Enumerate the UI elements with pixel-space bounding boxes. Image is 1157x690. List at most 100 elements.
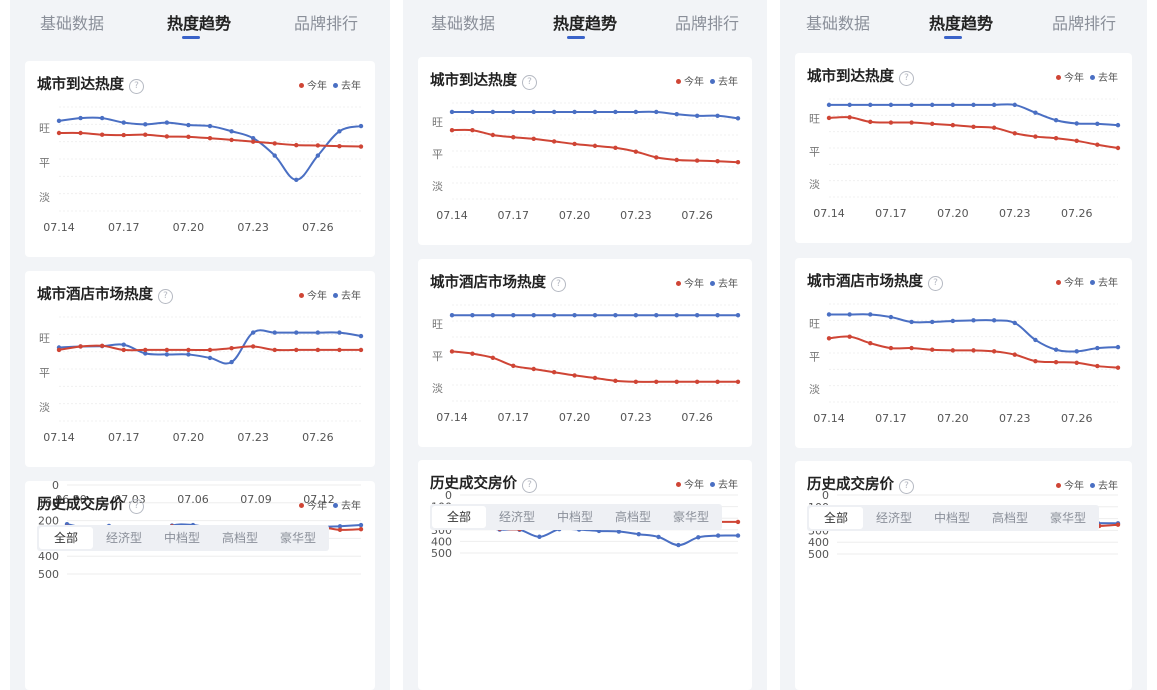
tab-basic-data[interactable]: 基础数据: [806, 14, 871, 33]
filter-luxury[interactable]: 豪华型: [1049, 511, 1086, 525]
arrival-heat-card: 旺平淡 07.14 07.17 07.20 07.23 07.26 城市到达热度? 今年 去年: [795, 53, 1132, 243]
filter-upscale[interactable]: 高档型: [991, 511, 1028, 525]
help-icon[interactable]: ?: [158, 289, 173, 304]
last-year-point: [909, 319, 914, 325]
this-year-point: [337, 143, 342, 149]
tab-brand-ranking[interactable]: 品牌排行: [1052, 14, 1117, 33]
this-year-point: [572, 141, 577, 147]
filter-economy[interactable]: 经济型: [105, 531, 142, 545]
this-year-point: [592, 375, 598, 381]
this-year-legend-dot: [299, 293, 304, 298]
filter-midscale[interactable]: 中档型: [933, 511, 970, 525]
last-year-legend-dot: [333, 293, 338, 298]
last-year-point: [991, 102, 997, 108]
card-title-text: 城市酒店市场热度: [430, 275, 546, 291]
last-year-legend-label: 去年: [718, 77, 738, 88]
help-icon[interactable]: ?: [522, 75, 537, 90]
last-year-point: [164, 120, 170, 125]
this-year-point: [847, 334, 852, 339]
x-tick-label: 07.23: [237, 221, 269, 234]
this-year-point: [1012, 352, 1017, 357]
filter-midscale[interactable]: 中档型: [163, 531, 200, 545]
card-title-text: 城市到达热度: [430, 73, 517, 89]
this-year-point: [56, 347, 62, 353]
x-tick-label: 07.14: [813, 207, 845, 220]
filter-economy[interactable]: 经济型: [875, 511, 912, 525]
help-icon[interactable]: ?: [129, 499, 144, 514]
filter-upscale[interactable]: 高档型: [221, 531, 258, 545]
this-year-point: [470, 128, 475, 133]
last-year-point: [143, 122, 148, 127]
filter-midscale[interactable]: 中档型: [556, 510, 593, 524]
y-level-label: 旺: [39, 332, 50, 345]
tab-basic-data[interactable]: 基础数据: [431, 14, 496, 33]
filter-all[interactable]: 全部: [432, 506, 486, 528]
last-year-legend-dot: [333, 83, 338, 88]
filter-upscale[interactable]: 高档型: [614, 510, 651, 524]
help-icon[interactable]: ?: [129, 79, 144, 94]
this-year-point: [654, 379, 659, 384]
last-year-point: [1074, 349, 1079, 354]
card-title-text: 城市酒店市场热度: [807, 274, 923, 290]
y-level-label: 淡: [39, 191, 50, 204]
last-year-point: [186, 122, 191, 128]
this-year-point: [971, 348, 976, 353]
filter-economy[interactable]: 经济型: [498, 510, 535, 524]
last-year-point: [826, 312, 832, 317]
this-year-point: [490, 355, 496, 360]
tab-bar: 基础数据 热度趋势 品牌排行: [10, 0, 390, 46]
y-level-label: 旺: [432, 318, 443, 331]
tab-basic-data[interactable]: 基础数据: [40, 14, 105, 33]
arrival-heat-card: 旺平淡 07.14 07.17 07.20 07.23 07.26 城市到达热度? 今年 去年: [418, 57, 752, 245]
tab-brand-ranking[interactable]: 品牌排行: [675, 14, 740, 33]
help-icon[interactable]: ?: [928, 276, 943, 291]
x-tick-label: 07.17: [108, 221, 140, 234]
this-year-point: [694, 379, 700, 384]
tab-brand-ranking[interactable]: 品牌排行: [294, 14, 359, 33]
this-year-legend-label: 今年: [307, 291, 327, 302]
this-year-point: [1115, 522, 1121, 527]
hotel-trend-panel: 基础数据 热度趋势 品牌排行旺平淡 07.14 07.17 07.20 07.23 07.26…: [403, 0, 767, 690]
y-tick-label: 400: [38, 550, 59, 563]
x-tick-label: 07.17: [498, 411, 530, 424]
help-icon[interactable]: ?: [899, 71, 914, 86]
last-year-point: [616, 529, 622, 534]
last-year-point: [56, 118, 62, 124]
this-year-legend-dot: [1056, 75, 1061, 80]
y-tick-label: 0: [445, 489, 452, 502]
this-year-legend-dot: [299, 83, 304, 88]
filter-luxury[interactable]: 豪华型: [672, 510, 709, 524]
tab-heat-trend[interactable]: 热度趋势: [929, 14, 994, 33]
this-year-point: [315, 347, 321, 353]
this-year-legend-dot: [676, 482, 681, 487]
help-icon[interactable]: ?: [899, 479, 914, 494]
x-tick-label: 07.09: [240, 493, 272, 506]
this-year-point: [164, 347, 170, 353]
filter-luxury[interactable]: 豪华型: [279, 531, 316, 545]
help-icon[interactable]: ?: [522, 478, 537, 493]
this-year-legend-dot: [299, 503, 304, 508]
x-tick-label: 07.23: [237, 431, 269, 444]
filter-all[interactable]: 全部: [809, 507, 863, 529]
this-year-point: [511, 135, 516, 140]
this-year-point: [186, 347, 191, 353]
last-year-point: [229, 129, 234, 134]
last-year-point: [656, 534, 661, 540]
last-year-point: [950, 102, 956, 108]
filter-all[interactable]: 全部: [39, 527, 93, 549]
help-icon[interactable]: ?: [551, 277, 566, 292]
this-year-point: [229, 137, 234, 143]
tab-heat-trend[interactable]: 热度趋势: [553, 14, 618, 33]
last-year-point: [358, 333, 364, 339]
chart-legend: 今年 去年: [670, 476, 738, 491]
y-tick-label: 500: [808, 548, 829, 561]
this-year-point: [888, 120, 894, 125]
last-year-legend-label: 去年: [1098, 481, 1118, 492]
last-year-point: [592, 313, 598, 318]
last-year-legend-dot: [710, 482, 715, 487]
card-title: 历史成交房价?: [430, 472, 537, 493]
this-year-point: [1033, 358, 1038, 364]
this-year-point: [613, 145, 618, 150]
last-year-point: [470, 109, 475, 115]
tab-heat-trend[interactable]: 热度趋势: [167, 14, 232, 33]
